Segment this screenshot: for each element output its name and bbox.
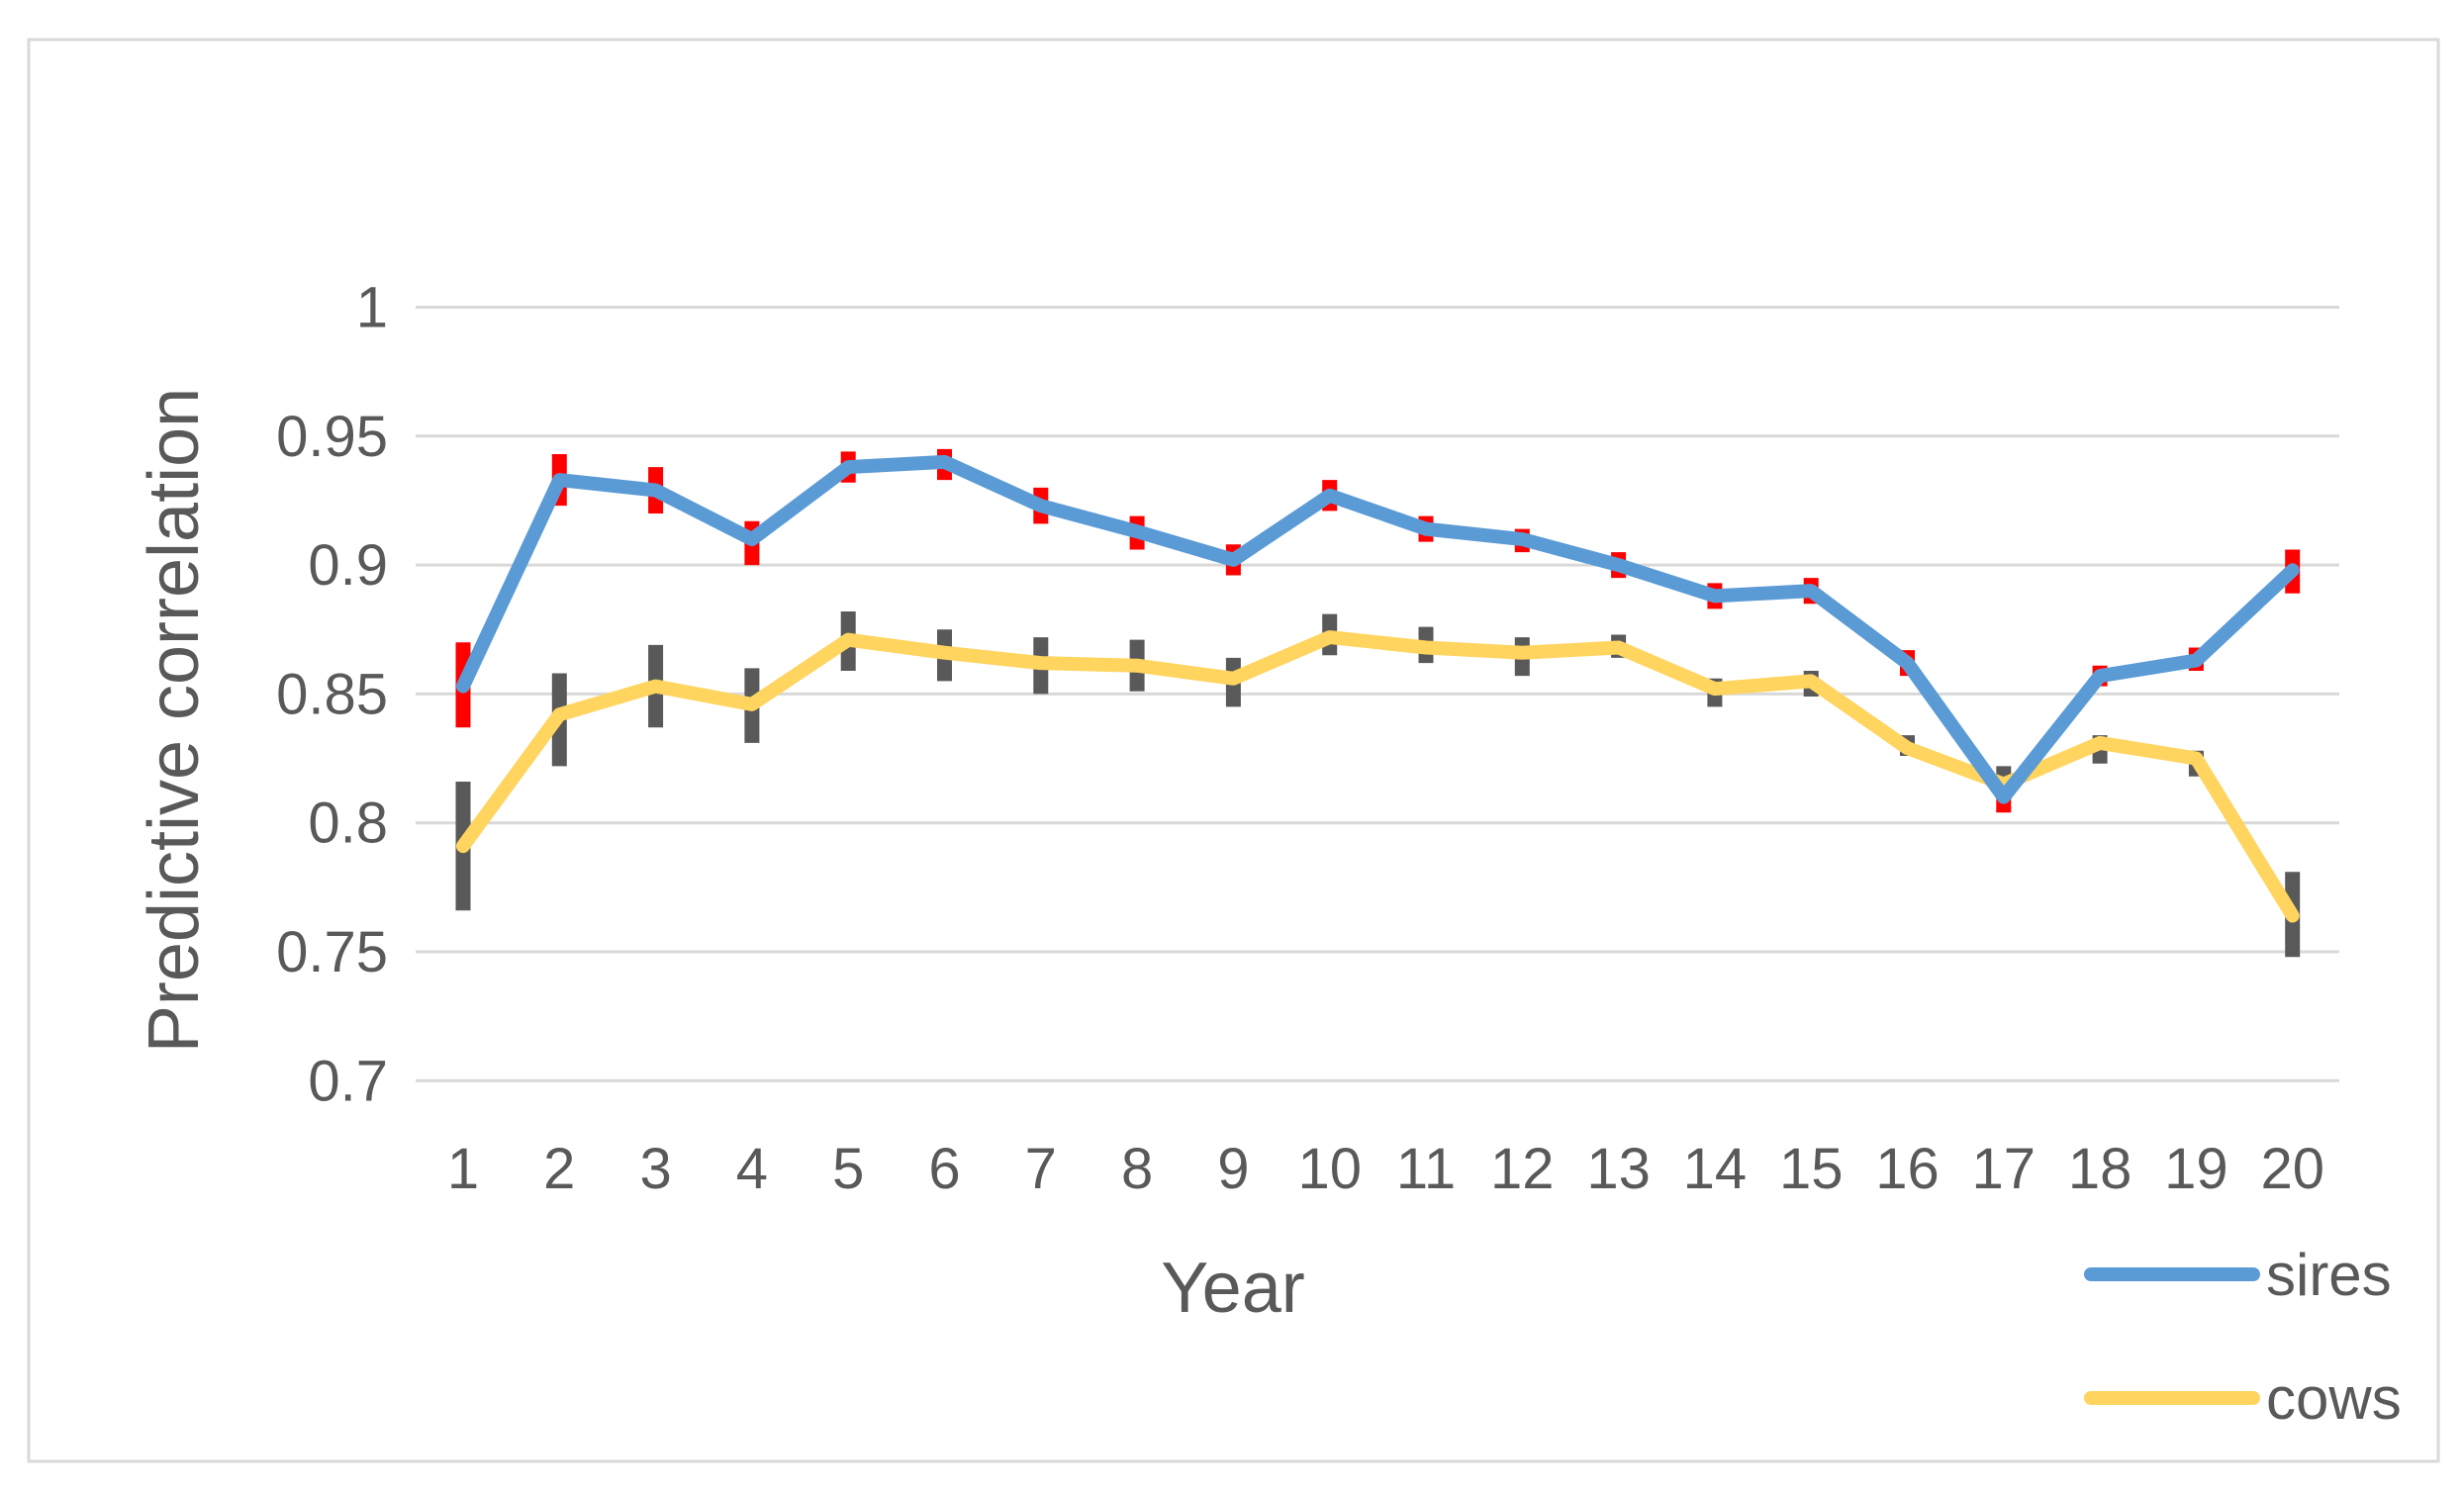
x-tick-label-16: 16: [1875, 1137, 1940, 1201]
x-tick-label-1: 1: [447, 1137, 479, 1201]
x-tick-label-10: 10: [1297, 1137, 1362, 1201]
x-axis-title: Year: [1161, 1249, 1304, 1328]
y-axis-tick-labels: 1 0.95 0.9 0.85 0.8 0.75 0.7: [276, 276, 388, 1114]
y-tick-label-0.95: 0.95: [276, 405, 388, 469]
x-tick-label-8: 8: [1121, 1137, 1153, 1201]
gridlines: [416, 306, 2339, 1082]
x-tick-label-5: 5: [832, 1137, 864, 1201]
x-tick-label-9: 9: [1217, 1137, 1249, 1201]
x-tick-label-2: 2: [543, 1137, 575, 1201]
sires-legend-label: sires: [2266, 1242, 2392, 1308]
sires-line: [456, 454, 2300, 804]
y-axis-title: Predictive correlation: [135, 388, 214, 1053]
y-tick-label-0.75: 0.75: [276, 920, 388, 984]
x-tick-label-20: 20: [2260, 1137, 2324, 1201]
x-tick-label-11: 11: [1396, 1137, 1456, 1201]
x-tick-label-6: 6: [928, 1137, 960, 1201]
x-tick-label-17: 17: [1972, 1137, 2037, 1201]
legend: sires cows: [2084, 1242, 2402, 1432]
x-tick-label-3: 3: [639, 1137, 671, 1201]
x-tick-label-4: 4: [736, 1137, 768, 1201]
y-tick-label-0.85: 0.85: [276, 662, 388, 726]
y-tick-label-0.8: 0.8: [308, 792, 388, 856]
x-tick-label-12: 12: [1490, 1137, 1555, 1201]
y-tick-label-1: 1: [356, 276, 388, 340]
cows-legend-label: cows: [2266, 1365, 2402, 1432]
x-axis-tick-labels: 1 2 3 4 5 6 7 8 9 10 11 12 13 14 15 16 17 18 19 20: [447, 1137, 2324, 1201]
x-tick-label-15: 15: [1779, 1137, 1844, 1201]
x-tick-label-13: 13: [1586, 1137, 1651, 1201]
x-tick-label-19: 19: [2164, 1137, 2228, 1201]
x-tick-label-14: 14: [1683, 1137, 1748, 1201]
x-tick-label-18: 18: [2068, 1137, 2132, 1201]
x-tick-label-7: 7: [1025, 1137, 1057, 1201]
y-tick-label-0.9: 0.9: [308, 533, 388, 598]
y-tick-label-0.7: 0.7: [308, 1049, 388, 1113]
